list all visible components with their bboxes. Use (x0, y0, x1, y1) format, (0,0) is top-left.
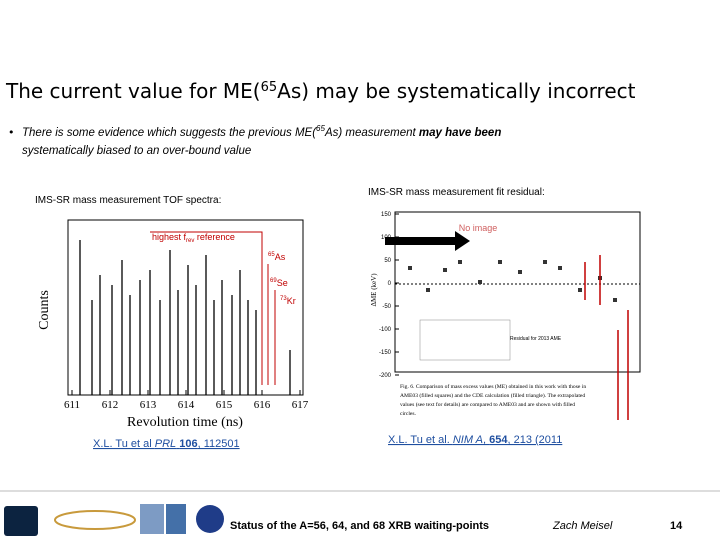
citation-volume[interactable]: 106 (179, 438, 197, 450)
y-tick-label: -50 (382, 304, 391, 310)
point (578, 288, 582, 292)
annotation-text: Se (277, 278, 288, 288)
panel-heading: IMS-SR mass measurement TOF spectra: (35, 195, 221, 206)
y-tick-label: -100 (379, 327, 392, 333)
panel-heading: IMS-SR mass measurement fit residual: (368, 187, 545, 198)
title-text: As) may be systematically incorrect (277, 79, 635, 103)
point (498, 260, 502, 264)
tof-spectrum: Counts Revolution time (ns) highest frev… (37, 219, 304, 430)
x-tick-label: 614 (178, 399, 195, 411)
x-tick-label: 611 (64, 399, 80, 411)
bullet-sup: 65 (316, 124, 325, 133)
annotation: 73Kr (280, 296, 296, 306)
page-number: 14 (670, 520, 683, 532)
point (426, 288, 430, 292)
note: Residual for 2013 AME (510, 336, 562, 342)
y-tick-label: 50 (384, 258, 391, 264)
y-axis-label: Counts (37, 290, 52, 330)
logo (4, 506, 38, 536)
citation-text[interactable]: , 112501 (198, 438, 240, 450)
x-tick-label: 615 (216, 399, 233, 411)
citation[interactable]: X.L. Tu et al PRL 106, 112501 (93, 438, 240, 450)
y-tick-label: -150 (379, 350, 392, 356)
bullet-bold: may have been (419, 127, 501, 139)
logo (166, 504, 186, 534)
caption-line: AME03 (filled squares) and the CDE calcu… (400, 392, 585, 399)
point (613, 298, 617, 302)
y-tick-label: -200 (379, 373, 392, 379)
citation[interactable]: X.L. Tu et al. NIM A, 654, 213 (2011 (388, 434, 562, 446)
logo (196, 505, 224, 533)
caption-line: values (see text for details) are compar… (400, 401, 575, 408)
x-axis-label: Revolution time (ns) (127, 415, 243, 430)
slide-title: The current value for ME(65As) may be sy… (5, 79, 636, 103)
image-placeholder: No image (459, 223, 498, 233)
citation-text[interactable]: X.L. Tu et al (93, 438, 155, 450)
caption-line: circles. (400, 411, 417, 417)
y-tick-label: 0 (388, 281, 392, 287)
caption-line: Fig. 6. Comparison of mass excess values… (400, 383, 586, 390)
citation-journal[interactable]: NIM A (453, 434, 483, 446)
point (543, 260, 547, 264)
y-tick-label: 100 (381, 235, 392, 241)
footer-status: Status of the A=56, 64, and 68 XRB waiti… (230, 520, 489, 532)
residual-plot: No image ΔME (keV) Residual for 2013 AME (370, 211, 641, 373)
bullet-text: As) measurement (324, 127, 419, 139)
point (443, 268, 447, 272)
point (478, 280, 482, 284)
y-axis-label: ΔME (keV) (370, 273, 378, 307)
point (408, 266, 412, 270)
bullet-text: There is some evidence which suggests th… (22, 127, 317, 139)
y-tick-label: 150 (381, 212, 392, 218)
bullet-line: systematically biased to an over-bound v… (22, 145, 251, 157)
point (558, 266, 562, 270)
citation-text[interactable]: X.L. Tu et al. (388, 434, 453, 446)
title-text: The current value for ME( (5, 79, 261, 103)
citation-journal[interactable]: PRL (155, 438, 176, 450)
bullet-line: There is some evidence which suggests th… (22, 124, 501, 139)
annotation-sub: rev (186, 238, 194, 244)
logo (140, 504, 164, 534)
plot-frame (67, 219, 304, 396)
citation-volume[interactable]: 654 (489, 434, 508, 446)
annotation-line (150, 231, 263, 385)
annotation: 65As (268, 252, 286, 262)
x-tick-label: 617 (292, 399, 309, 411)
point (518, 270, 522, 274)
logo (54, 510, 136, 530)
citation-text[interactable]: , 213 (2011 (507, 434, 562, 446)
annotation-sup: 73 (280, 296, 287, 302)
generated: 611 612 613 614 615 616 617 150 100 50 0 -50 -100 -15… (64, 212, 629, 420)
annotation-sup: 69 (270, 278, 277, 284)
legend-box (419, 319, 511, 361)
annotation-text: As (275, 252, 286, 262)
arrow (385, 231, 470, 251)
annotation-sup: 65 (268, 252, 275, 258)
annotation-text: reference (194, 232, 235, 242)
annotation: highest frev reference (152, 232, 235, 244)
annotation-text: highest f (152, 232, 187, 242)
x-tick-label: 613 (140, 399, 157, 411)
x-tick-label: 616 (254, 399, 271, 411)
annotation-text: Kr (287, 296, 296, 306)
footer-author: Zach Meisel (552, 520, 613, 532)
title-sup: 65 (261, 80, 278, 95)
x-tick-label: 612 (102, 399, 119, 411)
bullet-dot: • (8, 126, 15, 139)
annotation: 69Se (270, 278, 288, 288)
point (458, 260, 462, 264)
